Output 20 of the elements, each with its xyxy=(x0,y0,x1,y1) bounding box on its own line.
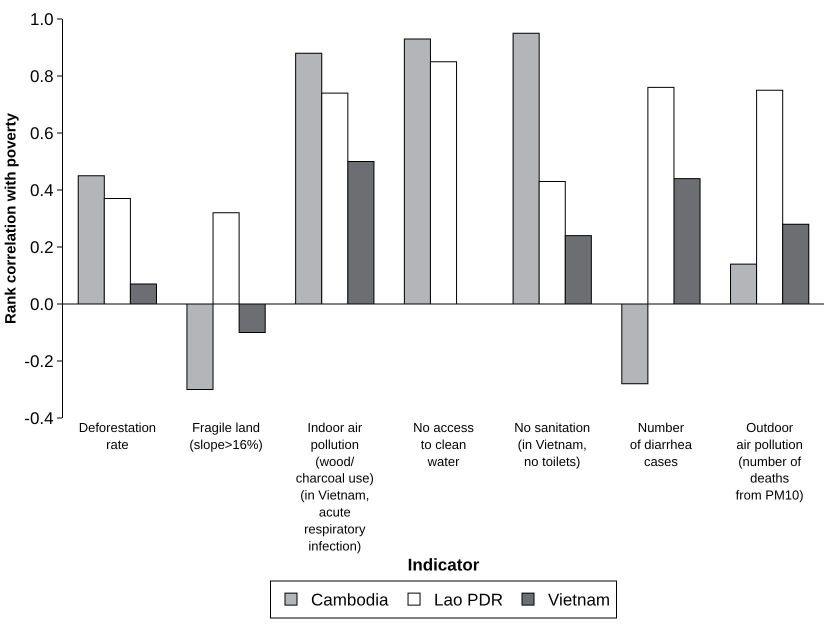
x-tick-label: Fragile land (slope>16%) xyxy=(189,420,263,452)
x-tick-label: No sanitation (in Vietnam, no toilets) xyxy=(514,420,590,469)
x-tick-label: Deforestation rate xyxy=(78,420,156,452)
legend-label: Lao PDR xyxy=(434,590,504,610)
y-tick-label: 0.0 xyxy=(30,294,54,314)
y-tick-label: 0.8 xyxy=(30,66,54,86)
y-tick-label: -0.4 xyxy=(24,408,54,428)
legend-label: Vietnam xyxy=(548,590,610,610)
x-tick-label: Outdoor air pollution (number of deaths from PM10) xyxy=(736,420,804,503)
y-tick-label: 1.0 xyxy=(30,10,54,29)
y-axis-title: Rank correlation with poverty xyxy=(2,112,20,324)
y-tick-label: 0.4 xyxy=(30,180,54,200)
x-axis-title: Indicator xyxy=(408,556,480,575)
x-tick-label: Number of diarrhea cases xyxy=(630,420,693,469)
x-tick-label: No access to clean water xyxy=(413,420,474,469)
x-tick-label: Indoor air pollution (wood/ charcoal use) (in Vietnam, acute respiratory infection) xyxy=(296,420,374,554)
y-tick-label: 0.2 xyxy=(30,238,54,257)
y-tick-label: 0.6 xyxy=(30,124,54,143)
y-tick-label: -0.2 xyxy=(24,352,54,371)
legend-label: Cambodia xyxy=(311,590,390,610)
